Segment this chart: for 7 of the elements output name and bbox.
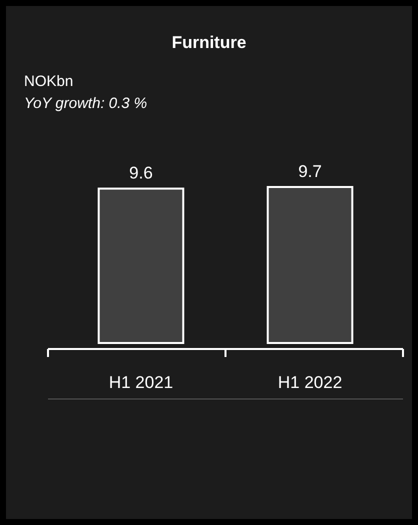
x-tick-label: H1 2022 — [278, 373, 342, 392]
data-label: 9.6 — [129, 164, 153, 183]
chart-title: Furniture — [172, 33, 246, 52]
x-tick-label: H1 2021 — [108, 373, 174, 392]
data-label: 9.7 — [298, 162, 322, 181]
chart-subtitle: YoY growth: 0.3 % — [24, 95, 148, 112]
text: NOKbn — [24, 73, 74, 90]
